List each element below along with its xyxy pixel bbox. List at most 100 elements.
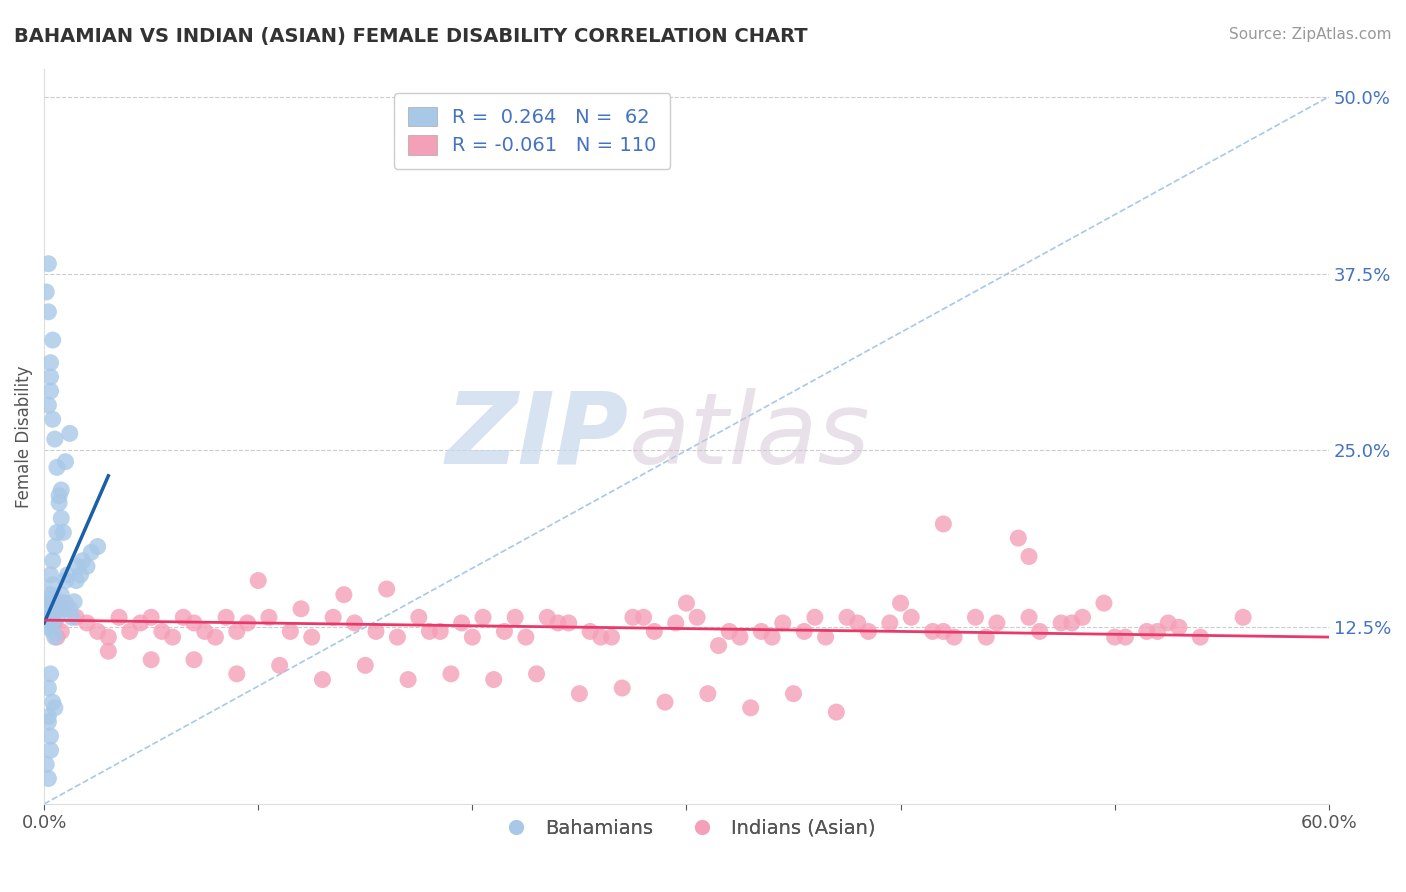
- Point: [37, 714, 59, 729]
- Point: [665, 615, 688, 630]
- Point: [225, 666, 247, 681]
- Point: [183, 653, 205, 667]
- Point: [612, 681, 634, 695]
- Point: [965, 610, 987, 624]
- Point: [52, 525, 75, 540]
- Point: [814, 630, 837, 644]
- Point: [97, 630, 120, 644]
- Point: [835, 610, 858, 624]
- Point: [696, 687, 718, 701]
- Point: [408, 610, 430, 624]
- Point: [675, 596, 697, 610]
- Point: [1007, 531, 1029, 545]
- Point: [48, 489, 70, 503]
- Point: [37, 257, 59, 271]
- Text: Source: ZipAtlas.com: Source: ZipAtlas.com: [1229, 27, 1392, 42]
- Point: [858, 624, 880, 639]
- Point: [41, 695, 63, 709]
- Point: [503, 610, 526, 624]
- Point: [39, 369, 62, 384]
- Point: [974, 630, 997, 644]
- Point: [35, 757, 58, 772]
- Point: [37, 620, 59, 634]
- Point: [515, 630, 537, 644]
- Point: [1104, 630, 1126, 644]
- Point: [257, 610, 280, 624]
- Point: [37, 606, 59, 620]
- Point: [46, 630, 69, 644]
- Point: [494, 624, 516, 639]
- Point: [633, 610, 655, 624]
- Point: [72, 554, 94, 568]
- Point: [39, 608, 62, 623]
- Point: [41, 333, 63, 347]
- Point: [80, 545, 103, 559]
- Point: [621, 610, 644, 624]
- Point: [269, 658, 291, 673]
- Point: [86, 540, 108, 554]
- Point: [589, 630, 612, 644]
- Point: [59, 602, 82, 616]
- Point: [141, 653, 163, 667]
- Point: [236, 615, 259, 630]
- Point: [396, 673, 419, 687]
- Point: [48, 496, 70, 510]
- Point: [39, 729, 62, 743]
- Point: [37, 772, 59, 786]
- Point: [39, 615, 62, 630]
- Point: [1060, 615, 1083, 630]
- Point: [1146, 624, 1168, 639]
- Point: [41, 599, 63, 613]
- Point: [67, 559, 90, 574]
- Point: [39, 384, 62, 398]
- Point: [63, 595, 86, 609]
- Point: [41, 554, 63, 568]
- Point: [1071, 610, 1094, 624]
- Point: [472, 610, 495, 624]
- Point: [37, 305, 59, 319]
- Point: [343, 615, 366, 630]
- Point: [290, 602, 312, 616]
- Point: [1092, 596, 1115, 610]
- Point: [172, 610, 194, 624]
- Point: [41, 615, 63, 630]
- Point: [751, 624, 773, 639]
- Point: [51, 483, 73, 497]
- Point: [194, 624, 217, 639]
- Point: [278, 624, 301, 639]
- Text: atlas: atlas: [628, 388, 870, 484]
- Point: [247, 574, 270, 588]
- Point: [37, 398, 59, 412]
- Point: [354, 658, 377, 673]
- Point: [41, 578, 63, 592]
- Point: [35, 285, 58, 299]
- Point: [846, 615, 869, 630]
- Point: [579, 624, 602, 639]
- Point: [44, 701, 66, 715]
- Point: [932, 516, 955, 531]
- Point: [600, 630, 623, 644]
- Point: [740, 701, 762, 715]
- Point: [921, 624, 943, 639]
- Text: ZIP: ZIP: [446, 388, 628, 484]
- Point: [41, 412, 63, 426]
- Point: [1018, 549, 1040, 564]
- Point: [44, 602, 66, 616]
- Point: [51, 624, 73, 639]
- Point: [44, 432, 66, 446]
- Point: [333, 588, 356, 602]
- Point: [48, 602, 70, 616]
- Point: [900, 610, 922, 624]
- Point: [387, 630, 409, 644]
- Point: [782, 687, 804, 701]
- Point: [41, 596, 63, 610]
- Point: [51, 511, 73, 525]
- Point: [39, 613, 62, 627]
- Point: [44, 615, 66, 630]
- Point: [46, 460, 69, 475]
- Text: BAHAMIAN VS INDIAN (ASIAN) FEMALE DISABILITY CORRELATION CHART: BAHAMIAN VS INDIAN (ASIAN) FEMALE DISABI…: [14, 27, 807, 45]
- Point: [46, 596, 69, 610]
- Point: [1114, 630, 1136, 644]
- Point: [301, 630, 323, 644]
- Point: [557, 615, 579, 630]
